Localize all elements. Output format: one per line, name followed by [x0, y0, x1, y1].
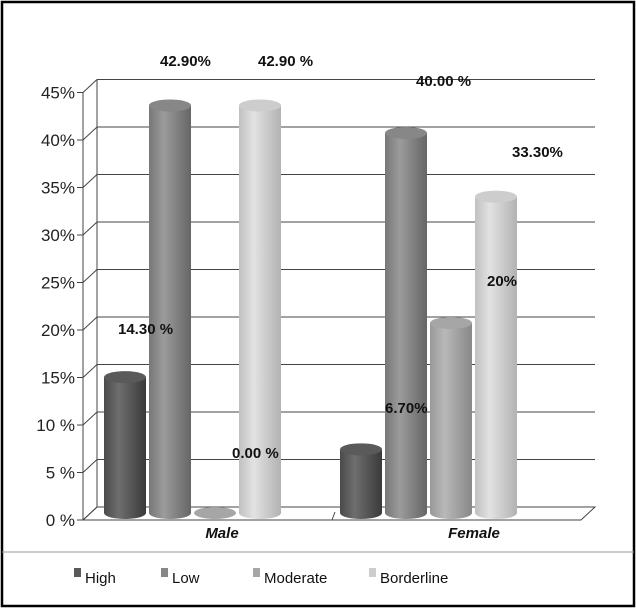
y-tick-label: 15% — [41, 369, 75, 388]
category-labels: Male Female — [205, 525, 500, 542]
gridline-diagonal — [82, 411, 98, 426]
gridline-diagonal — [82, 364, 98, 378]
bar-body — [340, 449, 382, 519]
gridline-diagonal — [82, 79, 98, 93]
gridline-diagonal — [82, 221, 98, 236]
floor — [81, 506, 597, 521]
category-label: Female — [448, 525, 500, 542]
data-label: 14.30 % — [118, 321, 173, 338]
bar-body — [475, 196, 517, 519]
y-tick-label: 5 % — [46, 464, 75, 483]
bar-top — [194, 507, 236, 519]
bar-top — [430, 317, 472, 329]
legend-swatch — [74, 568, 81, 577]
gridline-diagonal — [82, 459, 98, 473]
bar-top — [239, 99, 281, 112]
bar-top — [340, 443, 382, 456]
y-tick-label: 35% — [41, 179, 75, 198]
bar-body — [430, 323, 472, 519]
legend-entry: Low — [172, 570, 200, 587]
bar-top — [475, 190, 517, 203]
data-label: 42.90 % — [258, 53, 313, 70]
data-label: 40.00 % — [416, 73, 471, 90]
bar-top — [385, 127, 427, 139]
bar-body — [239, 105, 281, 519]
y-tick-label: 40% — [41, 131, 75, 150]
y-tick-label: 0 % — [46, 511, 75, 530]
y-tick-label: 25% — [41, 274, 75, 293]
bar-body — [385, 133, 427, 519]
legend-entry: Moderate — [264, 570, 327, 587]
bar-body — [149, 105, 191, 519]
data-labels: 14.30 % 42.90% 0.00 % 42.90 % 6.70% 40.00 % 20… — [118, 53, 563, 462]
data-label: 33.30% — [512, 144, 563, 161]
legend-swatch — [369, 568, 376, 577]
legend-swatch — [253, 568, 260, 577]
legend-entry: High — [85, 570, 116, 587]
y-axis-ticks: 0 % 5 % 10 % 15% 20% 25% 30% 35% 40% 45% — [36, 84, 75, 531]
gridline-diagonal — [82, 269, 98, 283]
y-tick-label: 10 % — [36, 416, 75, 435]
bar-top — [104, 371, 146, 384]
category-divider — [331, 511, 336, 521]
axes — [77, 79, 597, 521]
y-tick-label: 20% — [41, 321, 75, 340]
data-label: 6.70% — [385, 400, 428, 417]
data-label: 42.90% — [160, 53, 211, 70]
data-label: 20% — [487, 273, 517, 290]
data-label: 0.00 % — [232, 445, 279, 462]
legend-entry: Borderline — [380, 570, 448, 587]
y-tick-label: 45% — [41, 84, 75, 103]
gridline-diagonal — [82, 126, 98, 141]
bar-body — [104, 377, 146, 519]
gridline-diagonal — [82, 316, 98, 331]
legend-swatch — [161, 568, 168, 577]
gridline-diagonal — [82, 174, 98, 188]
y-tick-label: 30% — [41, 226, 75, 245]
bar-top — [149, 99, 191, 112]
legend: High Low Moderate Borderline — [74, 568, 448, 587]
bars — [104, 99, 517, 519]
category-label: Male — [205, 525, 238, 542]
